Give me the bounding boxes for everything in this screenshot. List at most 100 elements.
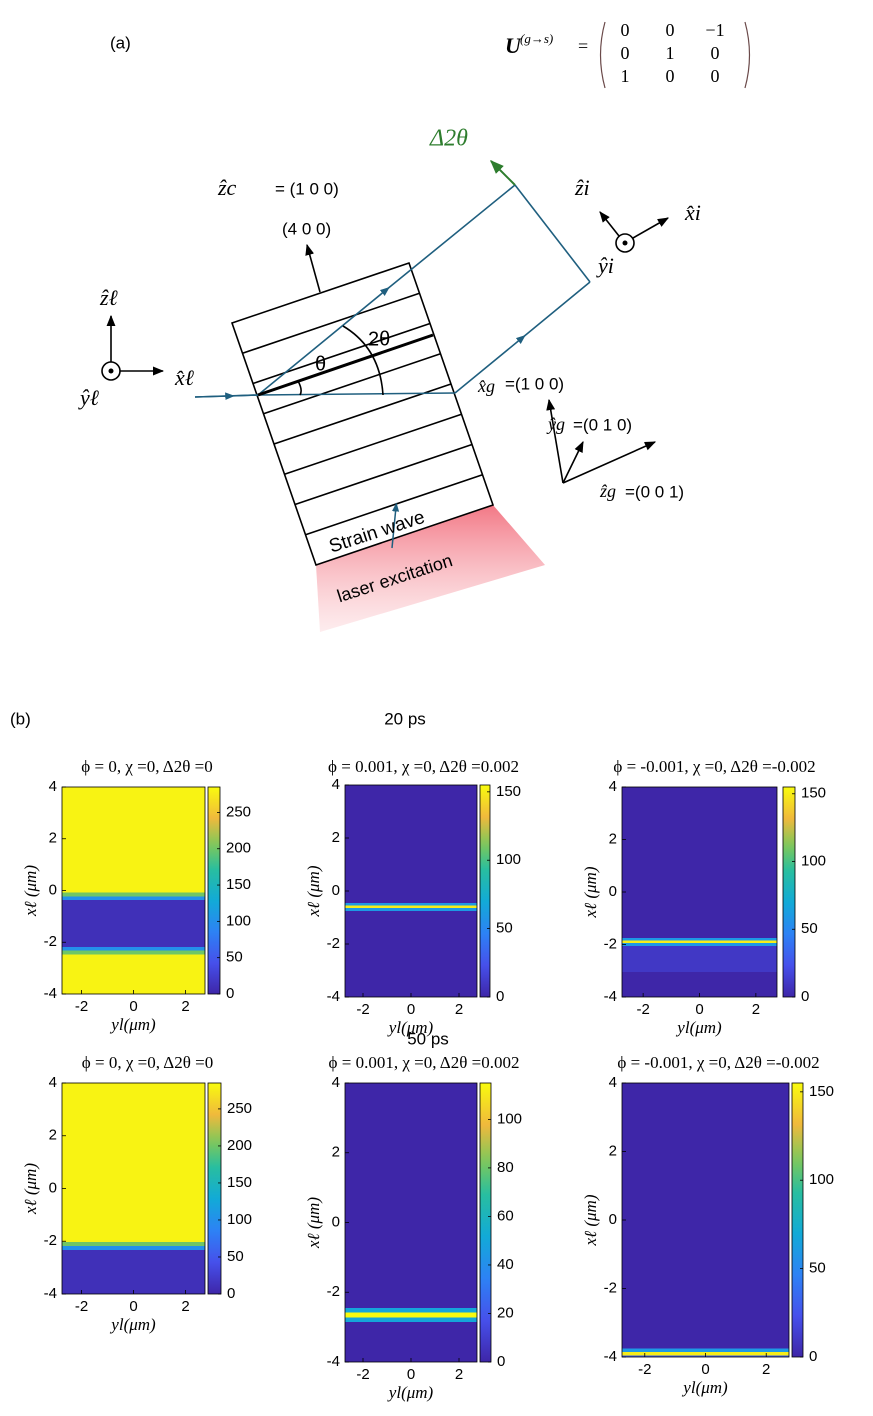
x-tick-label: -2	[356, 1001, 369, 1018]
y-tick-label: 2	[332, 1144, 340, 1161]
y-tick-label: 0	[332, 1213, 340, 1230]
heatmap-stripe	[345, 1194, 477, 1308]
normal-arrow	[305, 243, 321, 293]
colorbar-tick-label: 250	[226, 803, 251, 820]
axis-label: x̂i	[684, 200, 701, 225]
y-axis-label: xℓ (μm)	[21, 1163, 40, 1215]
heatmap-stripe	[622, 1083, 789, 1215]
colorbar	[479, 784, 491, 998]
x-tick-label: 2	[455, 1001, 463, 1018]
y-tick-label: 2	[609, 830, 617, 847]
matrix-superscript: (g→s)	[520, 31, 553, 46]
axis-label: x̂ℓ	[174, 365, 195, 390]
y-tick-label: 0	[609, 1211, 617, 1228]
colorbar-tick-label: 100	[227, 1211, 252, 1228]
heatmap-stripe	[62, 1249, 205, 1273]
x-tick-label: 0	[407, 1001, 415, 1018]
colorbar-tick-label: 100	[497, 1110, 522, 1127]
heatmap-stripe	[622, 787, 777, 862]
x-tick-label: 2	[181, 1298, 189, 1315]
crystal-layer	[263, 352, 441, 415]
x-axis-label: yl(μm)	[681, 1378, 728, 1397]
colorbar-tick-label: 50	[809, 1260, 826, 1277]
axis-arrow	[562, 440, 584, 484]
colorbar-tick-label: 0	[497, 1353, 505, 1370]
x-tick-label: 0	[129, 998, 137, 1015]
heatmap-stripe	[62, 1272, 205, 1294]
y-tick-label: 2	[49, 830, 57, 847]
panel-label: (b)	[10, 709, 31, 728]
heatmap-stripe	[62, 1241, 205, 1246]
heatmap-chart: -4 -2 0 2 4 -2 0 2 ϕ = 0, χ =0, Δ2θ =0 yl(μm) xℓ (…	[21, 1053, 252, 1334]
heatmap-stripe	[62, 838, 205, 893]
laser-region	[316, 505, 545, 632]
axis-label: ẑℓ	[99, 285, 119, 310]
heatmap-stripe	[62, 923, 205, 947]
y-tick-label: 4	[49, 1074, 57, 1091]
heatmap-stripe	[345, 843, 477, 903]
axis-label: ŷi	[596, 253, 614, 278]
colorbar-tick-label: 150	[801, 785, 826, 802]
y-tick-label: -2	[44, 1232, 57, 1249]
y-tick-label: 4	[332, 1074, 340, 1091]
heatmap-chart: -4 -2 0 2 4 -2 0 2 ϕ = 0.001, χ =0, Δ2θ =0.002 yl…	[304, 757, 521, 1037]
matrix-entry: 0	[621, 20, 630, 40]
axis-arrow	[599, 211, 620, 237]
heatmap-stripe	[345, 1312, 477, 1318]
y-tick-label: 0	[609, 883, 617, 900]
colorbar-tick-label: 0	[496, 988, 504, 1005]
colorbar-tick-label: 200	[226, 840, 251, 857]
y-tick-label: 2	[609, 1142, 617, 1159]
heatmap-chart: -4 -2 0 2 4 -2 0 2 ϕ = 0.001, χ =0, Δ2θ =0.002 yl…	[304, 1053, 522, 1402]
y-tick-label: 0	[49, 881, 57, 898]
x-axis-label: yl(μm)	[387, 1018, 434, 1037]
colorbar-tick-label: 20	[497, 1304, 514, 1321]
panel-label: (a)	[110, 33, 131, 52]
axis-label: ẑi	[574, 175, 590, 200]
lattice-plane	[257, 333, 434, 397]
heatmap-stripe	[345, 1321, 477, 1343]
colorbar-tick-label: 80	[497, 1159, 514, 1176]
axis-circle	[615, 233, 635, 253]
x-tick-label: 0	[129, 1298, 137, 1315]
y-tick-label: -2	[327, 1283, 340, 1300]
y-tick-label: -4	[44, 1285, 57, 1302]
heatmap-stripe	[345, 785, 477, 844]
matrix-entry: 0	[666, 66, 675, 86]
x-axis-label: yl(μm)	[675, 1018, 722, 1037]
colorbar-tick-label: 100	[809, 1171, 834, 1188]
x-tick-label: -2	[75, 998, 88, 1015]
matrix-entry: 1	[666, 43, 675, 63]
x-tick-label: 0	[407, 1366, 415, 1383]
matrix-entry: 0	[621, 43, 630, 63]
axis-value: =(0 1 0)	[573, 415, 632, 434]
theta-label: θ	[315, 353, 326, 375]
two-theta-label: 2θ	[368, 328, 390, 350]
matrix-bracket	[744, 21, 751, 89]
matrix-entry: 1	[621, 66, 630, 86]
colorbar	[207, 1082, 222, 1295]
colorbar-tick-label: 50	[801, 920, 818, 937]
crystal-layer	[252, 322, 431, 385]
matrix-symbol: U	[505, 33, 522, 58]
y-tick-label: 4	[609, 1074, 617, 1091]
heatmap-stripe	[345, 908, 477, 911]
axis-label: ŷg	[546, 414, 565, 434]
colorbar-tick-label: 50	[496, 920, 513, 937]
colorbar-tick-label: 0	[801, 988, 809, 1005]
axis-dot	[108, 368, 114, 374]
matrix-entry: 0	[666, 20, 675, 40]
heatmap-stripe	[62, 975, 205, 994]
heatmap-stripe	[622, 1348, 789, 1352]
chart-title: ϕ = -0.001, χ =0, Δ2θ =-0.002	[613, 757, 815, 776]
axis-label: ẑc	[217, 175, 237, 200]
x-tick-label: 2	[181, 998, 189, 1015]
axis-label: ẑg	[599, 481, 616, 501]
colorbar-tick-label: 100	[496, 851, 521, 868]
matrix-entry: 0	[711, 66, 720, 86]
heatmap-stripe	[62, 892, 205, 897]
heatmap-stripe	[345, 1083, 477, 1195]
x-tick-label: 2	[762, 1361, 770, 1378]
crystal-layer	[242, 292, 420, 355]
